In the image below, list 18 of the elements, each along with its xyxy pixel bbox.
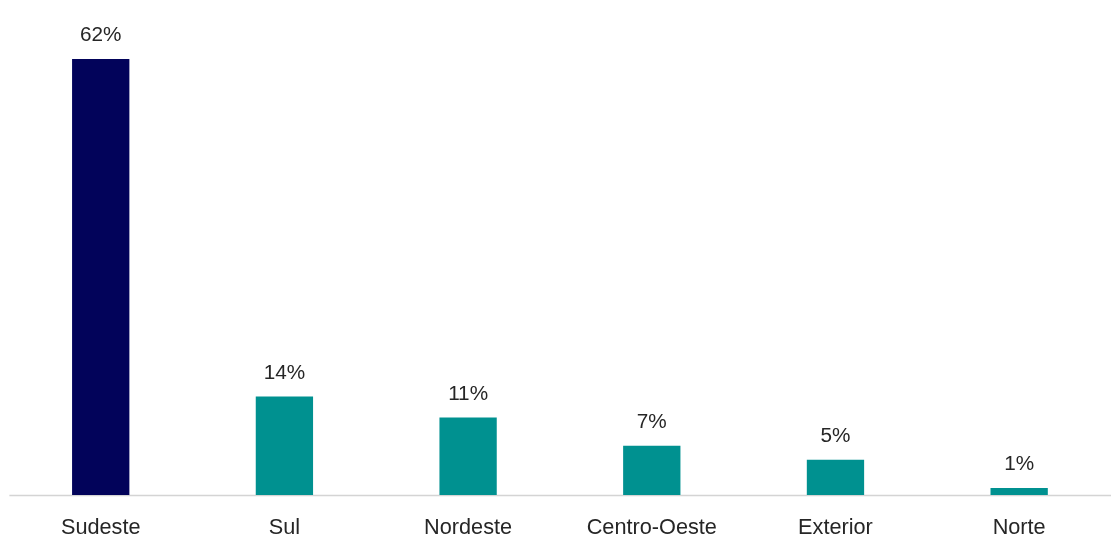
data-label: 11% <box>448 380 489 404</box>
bar <box>255 396 314 495</box>
x-tick-label: Sul <box>268 513 301 539</box>
bar <box>72 58 130 495</box>
data-label: 7% <box>636 409 667 432</box>
bar <box>623 445 681 495</box>
bar <box>439 417 497 495</box>
bar <box>990 487 1048 495</box>
x-tick-label: Sudeste <box>60 513 141 539</box>
bar <box>806 459 865 495</box>
data-label: 5% <box>820 423 851 447</box>
x-tick-label: Norte <box>992 513 1046 539</box>
data-label: 1% <box>1004 451 1035 475</box>
data-label: 62% <box>79 22 122 46</box>
x-tick-label: Nordeste <box>424 513 513 539</box>
x-tick-label: Exterior <box>798 513 873 539</box>
data-label: 14% <box>263 359 306 383</box>
x-tick-label: Centro-Oeste <box>586 513 717 539</box>
